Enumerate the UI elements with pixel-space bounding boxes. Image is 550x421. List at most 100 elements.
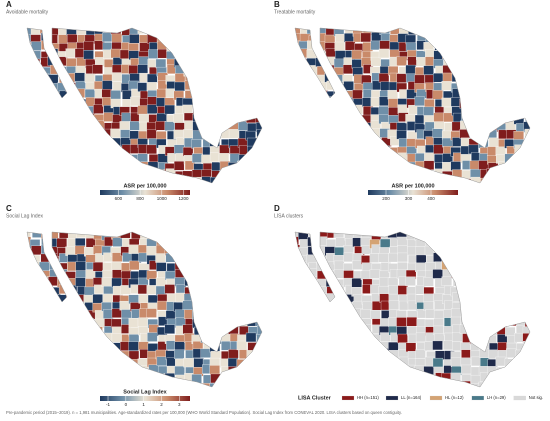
- municipality: [295, 82, 300, 92]
- municipality: [416, 382, 427, 387]
- municipality: [230, 271, 241, 281]
- municipality: [27, 98, 32, 109]
- municipality: [389, 161, 400, 171]
- municipality: [532, 271, 542, 280]
- map: [290, 17, 544, 196]
- municipality: [523, 138, 530, 149]
- municipality: [203, 28, 214, 36]
- municipality: [389, 28, 400, 29]
- municipality: [175, 380, 186, 387]
- municipality: [479, 261, 490, 271]
- municipality: [514, 293, 525, 303]
- municipality: [27, 366, 32, 376]
- municipality: [76, 105, 87, 115]
- municipality: [432, 128, 443, 138]
- municipality: [362, 374, 373, 384]
- municipality: [516, 49, 527, 59]
- municipality: [397, 285, 409, 295]
- municipality: [433, 112, 444, 123]
- municipality: [167, 28, 178, 37]
- municipality: [316, 245, 327, 255]
- municipality: [30, 130, 42, 140]
- municipality: [534, 169, 544, 178]
- municipality: [290, 17, 300, 26]
- municipality: [246, 390, 256, 399]
- municipality: [192, 28, 203, 29]
- municipality: [524, 81, 530, 91]
- municipality: [129, 34, 140, 44]
- municipality: [193, 41, 204, 51]
- municipality: [256, 17, 266, 26]
- municipality: [525, 49, 530, 59]
- municipality: [40, 81, 51, 91]
- municipality: [300, 17, 310, 26]
- municipality: [255, 358, 262, 369]
- municipality: [255, 317, 262, 327]
- municipality: [362, 97, 373, 107]
- municipality: [220, 89, 232, 100]
- municipality: [309, 301, 320, 312]
- municipality: [451, 35, 462, 45]
- municipality: [343, 252, 354, 263]
- municipality: [111, 277, 122, 288]
- footnote: Pre-pandemic period (2015–2019). n = 1,9…: [6, 410, 402, 415]
- colorbar-tick-label: 200: [382, 196, 390, 201]
- municipality: [56, 364, 68, 375]
- municipality: [469, 58, 480, 68]
- municipality: [317, 187, 327, 196]
- municipality: [327, 310, 338, 320]
- municipality: [469, 293, 481, 303]
- municipality: [119, 121, 130, 131]
- municipality: [155, 277, 167, 287]
- municipality: [193, 80, 205, 91]
- municipality: [396, 73, 407, 83]
- municipality: [254, 308, 262, 318]
- municipality: [27, 161, 32, 171]
- municipality: [173, 144, 185, 154]
- municipality: [468, 324, 480, 335]
- municipality: [29, 91, 41, 101]
- municipality: [295, 236, 299, 246]
- municipality: [297, 160, 308, 171]
- municipality: [477, 28, 488, 36]
- municipality: [83, 128, 95, 139]
- municipality: [532, 326, 542, 335]
- municipality: [39, 73, 50, 83]
- municipality: [388, 152, 399, 163]
- municipality: [378, 154, 389, 164]
- municipality: [266, 187, 276, 196]
- municipality: [247, 237, 258, 248]
- municipality: [308, 284, 320, 294]
- municipality: [361, 138, 372, 149]
- municipality: [237, 160, 248, 171]
- municipality: [452, 245, 463, 255]
- municipality: [156, 88, 167, 99]
- municipality: [343, 19, 353, 28]
- municipality: [295, 176, 301, 183]
- municipality: [39, 261, 50, 272]
- municipality: [345, 187, 355, 196]
- municipality: [504, 358, 516, 368]
- municipality: [387, 89, 398, 100]
- municipality: [514, 310, 526, 320]
- municipality: [49, 186, 59, 195]
- municipality: [335, 153, 346, 164]
- municipality: [247, 253, 258, 263]
- municipality: [246, 28, 257, 36]
- municipality: [415, 262, 426, 272]
- municipality: [27, 232, 31, 239]
- municipality: [506, 247, 517, 257]
- municipality: [325, 114, 336, 124]
- municipality: [370, 139, 382, 149]
- municipality: [335, 310, 347, 321]
- municipality: [48, 342, 60, 352]
- municipality: [193, 28, 204, 36]
- municipality: [388, 107, 399, 117]
- municipality: [254, 58, 262, 69]
- municipality: [399, 382, 410, 387]
- municipality: [295, 276, 299, 287]
- municipality: [66, 342, 77, 353]
- municipality: [66, 300, 77, 310]
- municipality: [398, 374, 409, 385]
- municipality: [326, 366, 338, 376]
